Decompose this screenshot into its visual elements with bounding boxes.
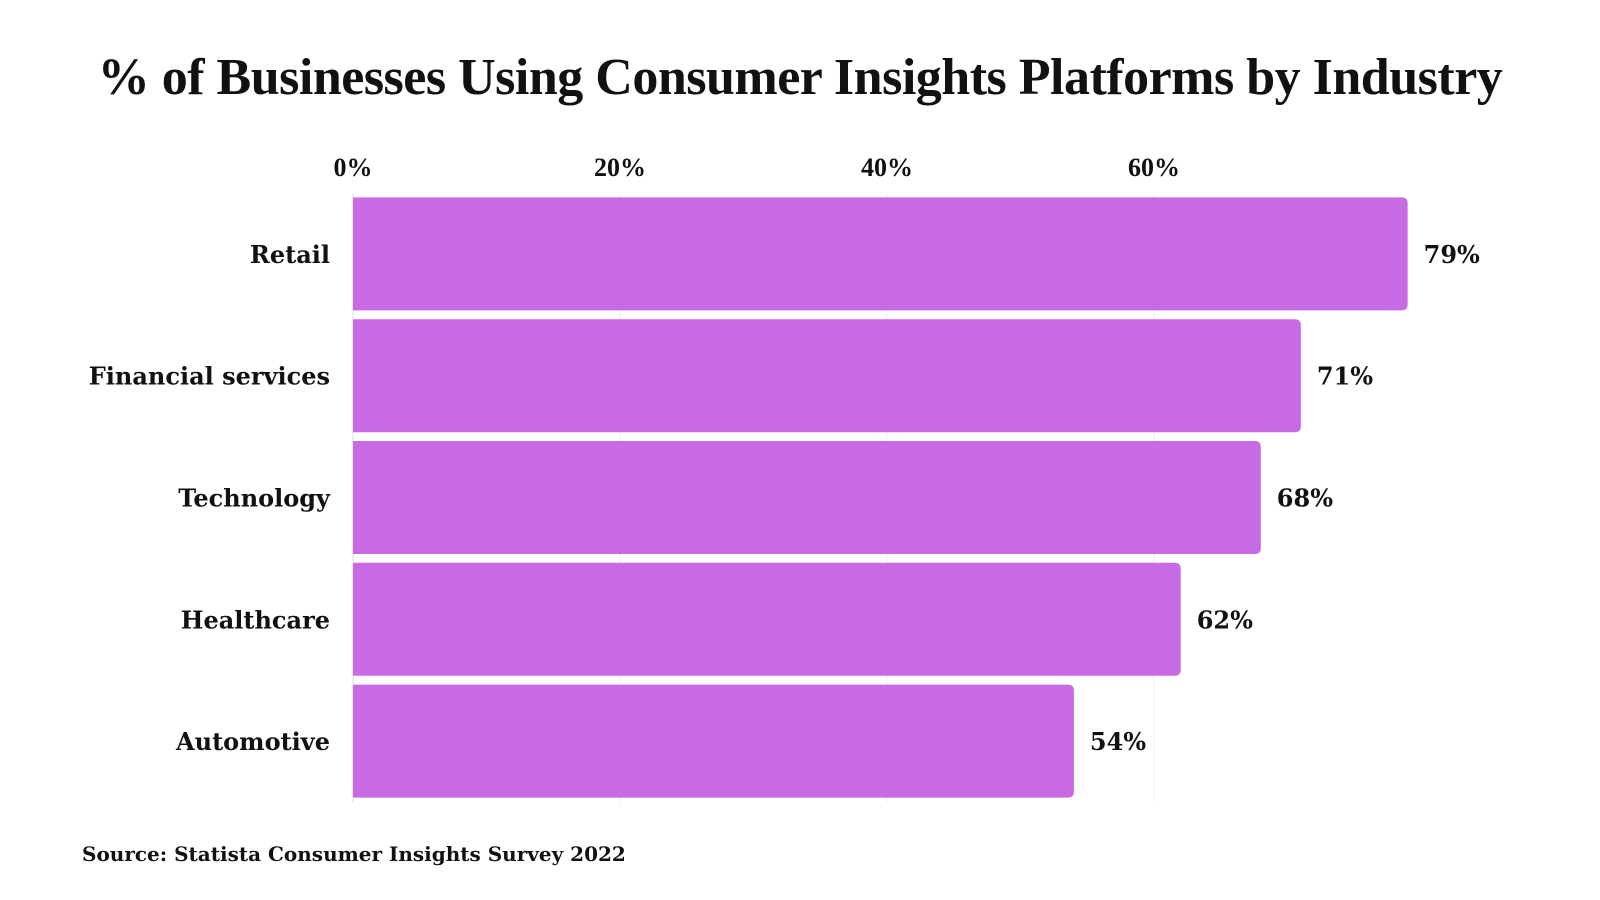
value-label: 54% xyxy=(1090,727,1146,756)
category-label: Financial services xyxy=(89,362,330,391)
category-labels: Retail Financial services Technology Health… xyxy=(89,240,331,756)
value-label: 71% xyxy=(1317,362,1373,391)
bar xyxy=(353,441,1261,554)
bar xyxy=(353,684,1074,798)
value-labels: 79% 71% 68% 62% 54% xyxy=(1090,240,1480,756)
chart-title: % of Businesses Using Consumer Insights … xyxy=(97,49,1503,106)
bars xyxy=(353,197,1408,798)
category-label: Retail xyxy=(250,240,330,269)
value-label: 79% xyxy=(1424,240,1480,269)
x-axis-ticks: 0% 20% 40% 60% xyxy=(334,153,1181,182)
bar xyxy=(353,197,1408,311)
source-note: Source: Statista Consumer Insights Surve… xyxy=(82,842,626,866)
x-tick-label: 20% xyxy=(594,153,646,182)
category-label: Technology xyxy=(178,484,331,513)
value-label: 62% xyxy=(1197,605,1253,634)
bar xyxy=(353,562,1181,676)
x-tick-label: 0% xyxy=(334,153,373,182)
category-label: Healthcare xyxy=(181,605,330,634)
x-tick-label: 40% xyxy=(861,153,913,182)
category-label: Automotive xyxy=(175,727,330,756)
x-tick-label: 60% xyxy=(1128,153,1180,182)
value-label: 68% xyxy=(1277,484,1333,513)
bar xyxy=(353,319,1301,433)
